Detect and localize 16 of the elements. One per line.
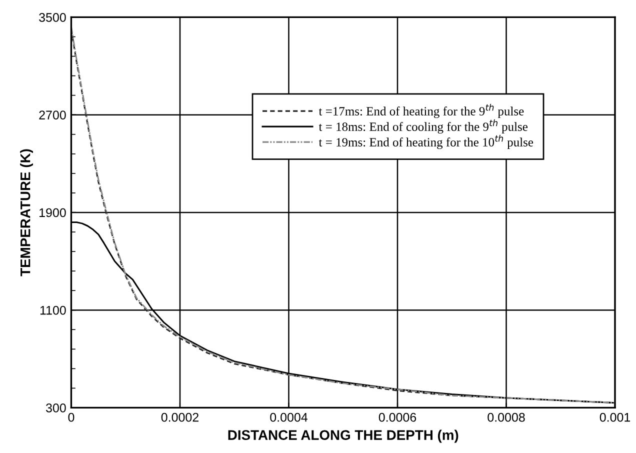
y-tick-label: 1900: [40, 208, 66, 218]
y-axis-title: TEMPERATURE (K): [20, 149, 34, 276]
legend-label: t = 19ms: End of heating for the 10$^{th}$ pulse: [318, 134, 534, 150]
x-tick-label: 0.0002: [161, 412, 198, 422]
x-axis-title: DISTANCE ALONG THE DEPTH (m): [228, 430, 458, 443]
x-tick-label: 0.0006: [378, 412, 416, 422]
legend-label: t = 18ms: End of cooling for the 9$^{th}$ pulse: [318, 119, 528, 134]
legend-label: t =17ms: End of heating for the 9$^{th}$ pulse: [318, 104, 524, 118]
y-tick-label: 1100: [40, 306, 66, 315]
y-tick-label: 2700: [39, 110, 66, 120]
y-tick-label: 3500: [39, 13, 66, 22]
x-tick-label: 0.001: [600, 412, 630, 422]
x-tick-label: 0: [68, 412, 74, 422]
x-tick-label: 0.0004: [270, 412, 308, 422]
x-tick-label: 0.0008: [488, 412, 525, 422]
y-tick-label: 300: [46, 404, 66, 412]
